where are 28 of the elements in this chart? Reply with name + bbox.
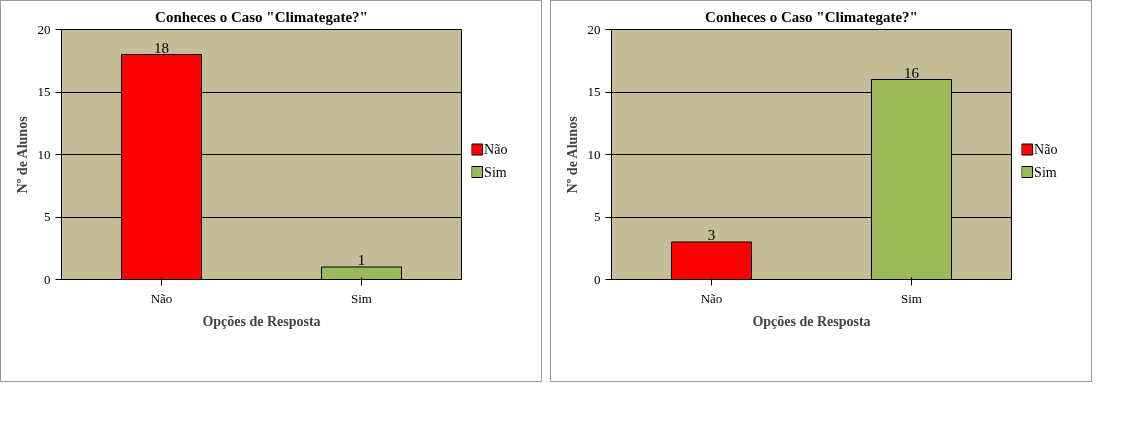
y-tick-label: 10 bbox=[587, 146, 601, 162]
y-tick-label: 0 bbox=[594, 271, 601, 287]
y-tick-label: 5 bbox=[44, 209, 51, 224]
chart-title: Conheces o Caso "Climategate?" bbox=[705, 8, 918, 25]
y-tick-label: 15 bbox=[37, 84, 51, 99]
x-tick-label: Sim bbox=[351, 290, 372, 306]
y-tick-label: 20 bbox=[37, 21, 51, 37]
y-tick-label: 0 bbox=[44, 271, 51, 287]
data-label: 18 bbox=[154, 39, 169, 56]
legend-label: Sim bbox=[484, 164, 507, 180]
y-tick-label: 20 bbox=[587, 21, 601, 37]
x-axis-title: Opções de Resposta bbox=[202, 313, 321, 329]
x-tick-label: Não bbox=[150, 290, 173, 306]
x-axis-title: Opções de Resposta bbox=[752, 313, 871, 329]
x-tick-label: Sim bbox=[901, 290, 922, 306]
legend-label: Não bbox=[1034, 142, 1058, 157]
y-tick-label: 10 bbox=[37, 146, 51, 162]
y-axis-title: Nº de Alunos bbox=[14, 115, 30, 194]
y-axis-title: Nº de Alunos bbox=[564, 115, 580, 194]
chart-title: Conheces o Caso "Climategate?" bbox=[155, 8, 368, 25]
y-tick-label: 15 bbox=[587, 84, 601, 99]
data-label: 1 bbox=[357, 252, 366, 268]
legend-label: Sim bbox=[1034, 164, 1057, 180]
legend-label: Não bbox=[484, 142, 508, 157]
data-label: 16 bbox=[904, 64, 920, 81]
y-tick-label: 5 bbox=[594, 209, 601, 224]
data-label: 3 bbox=[707, 227, 716, 243]
x-tick-label: Não bbox=[700, 290, 723, 306]
